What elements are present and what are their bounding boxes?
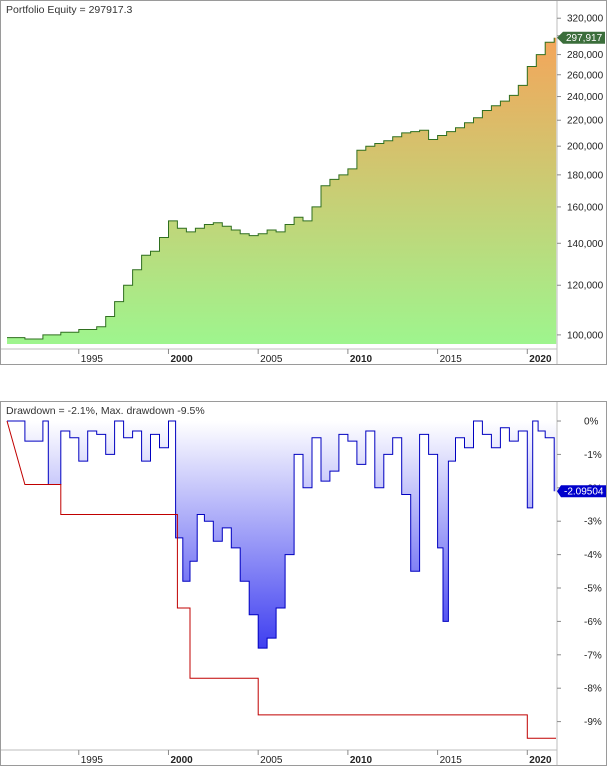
equity-x-ticks: 1995 2000 2005 2010 2015 2020 [78,349,552,365]
drawdown-x-tick-label: 2000 [170,755,193,766]
drawdown-x-tick-label: 2015 [440,755,463,766]
drawdown-y-tick-label: -5% [584,584,602,595]
equity-badge-shape [557,31,605,44]
equity-badge-text: 297,917 [566,33,603,44]
drawdown-area [7,421,557,649]
drawdown-x-tick-label: 1995 [81,755,104,766]
equity-y-tick-label: 200,000 [567,142,604,153]
equity-y-tick-label: 260,000 [567,70,604,81]
drawdown-panel: 0%-1%-2%-3%-4%-5%-6%-7%-8%-9% 1995200020… [0,401,607,766]
equity-x-tick-label: 2020 [529,354,552,365]
equity-y-ticks: 100,000 120,000 140,000 160,000 180,000 200,0… [557,14,604,341]
drawdown-badge-shape [557,485,606,498]
equity-last-value-badge: 297,917 [557,31,605,44]
equity-x-tick-label: 2000 [170,354,193,365]
equity-area [7,37,557,344]
drawdown-y-tick-label: -4% [584,550,602,561]
drawdown-y-tick-label: -9% [584,717,602,728]
max-drawdown-line [6,420,556,739]
equity-panel: 100,000 120,000 140,000 160,000 180,000 200,0… [0,0,607,365]
equity-y-tick-label: 160,000 [567,202,604,213]
drawdown-y-tick-label: -3% [584,517,602,528]
equity-x-tick-label: 2015 [440,354,463,365]
drawdown-y-tick-label: -6% [584,617,602,628]
equity-y-tick-label: 240,000 [567,92,604,103]
drawdown-x-tick-label: 2005 [260,755,283,766]
equity-y-tick-label: 140,000 [567,239,604,250]
equity-line [7,37,555,340]
equity-x-tick-label: 1995 [81,354,104,365]
drawdown-line [7,420,555,649]
drawdown-last-value-badge: -2.09504 [557,485,606,498]
equity-x-tick-label: 2010 [350,354,373,365]
drawdown-x-ticks: 1995 2000 2005 2010 2015 2020 [78,750,552,766]
equity-y-tick-label: 100,000 [567,330,604,341]
drawdown-badge-text: -2.09504 [564,487,604,498]
equity-y-tick-label: 180,000 [567,170,604,181]
equity-y-tick-label: 220,000 [567,116,604,127]
equity-title: Portfolio Equity = 297917.3 [6,4,133,16]
drawdown-title: Drawdown = -2.1%, Max. drawdown -9.5% [6,405,205,417]
drawdown-y-tick-label: -1% [584,450,602,461]
drawdown-x-tick-label: 2020 [529,755,552,766]
equity-y-tick-label: 120,000 [567,281,604,292]
equity-x-tick-label: 2005 [260,354,283,365]
drawdown-y-tick-label: 0% [584,417,599,428]
equity-y-tick-label: 320,000 [567,14,604,25]
drawdown-y-tick-label: -8% [584,684,602,695]
drawdown-y-tick-label: -7% [584,650,602,661]
equity-y-tick-label: 280,000 [567,50,604,61]
drawdown-x-tick-label: 2010 [350,755,373,766]
